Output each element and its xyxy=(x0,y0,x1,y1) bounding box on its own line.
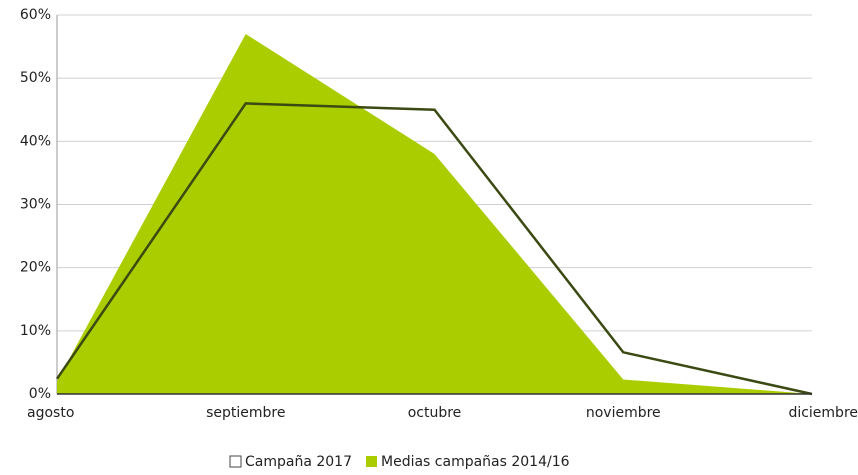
x-tick-label: septiembre xyxy=(206,405,285,421)
legend-label: Medias campañas 2014/16 xyxy=(381,454,570,470)
area xyxy=(57,33,812,394)
x-tick-label: diciembre xyxy=(788,405,858,421)
y-tick-label: 0% xyxy=(29,386,51,402)
x-tick-label: octubre xyxy=(408,405,462,421)
x-tick-label: agosto xyxy=(27,405,74,421)
y-tick-label: 30% xyxy=(20,197,51,213)
legend-swatch xyxy=(366,456,377,467)
y-tick-label: 60% xyxy=(20,7,51,23)
x-tick-label: noviembre xyxy=(586,405,661,421)
legend-label: Campaña 2017 xyxy=(245,454,352,470)
line xyxy=(55,102,813,396)
y-tick-label: 10% xyxy=(20,323,51,339)
y-tick-label: 20% xyxy=(20,260,51,276)
y-tick-label: 40% xyxy=(20,133,51,149)
legend-swatch xyxy=(229,455,242,468)
y-tick-label: 50% xyxy=(20,70,51,86)
